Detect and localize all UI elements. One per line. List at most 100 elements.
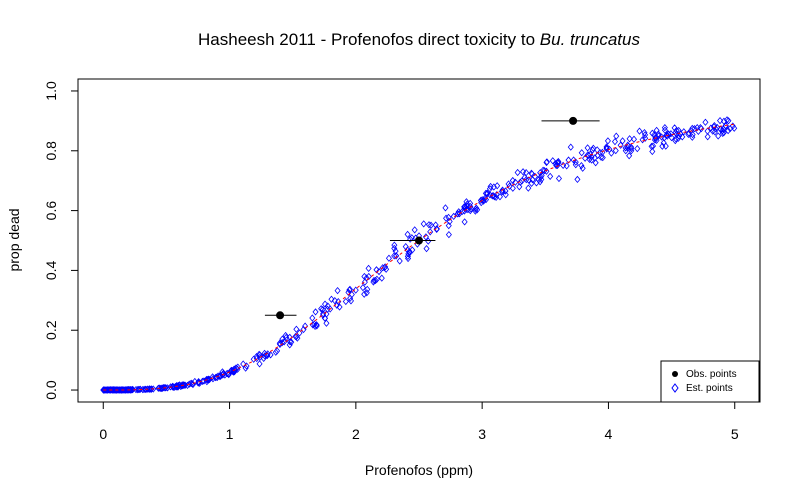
est-point bbox=[528, 169, 535, 177]
y-axis: 0.0 0.2 0.4 0.6 0.8 1.0 bbox=[43, 81, 79, 400]
est-point bbox=[276, 340, 283, 348]
est-point bbox=[720, 125, 727, 133]
est-point bbox=[604, 137, 611, 145]
est-point bbox=[404, 252, 411, 260]
est-point bbox=[264, 350, 271, 358]
est-point bbox=[335, 297, 342, 306]
x-tick-label: 0 bbox=[99, 426, 107, 442]
est-point bbox=[209, 375, 216, 383]
est-point bbox=[673, 126, 680, 135]
est-point bbox=[543, 167, 550, 175]
est-point bbox=[717, 125, 724, 133]
est-point bbox=[124, 386, 131, 394]
est-point bbox=[312, 308, 319, 316]
y-tick-label: 0.6 bbox=[43, 201, 59, 221]
est-point bbox=[477, 196, 484, 204]
est-point bbox=[300, 325, 307, 334]
est-point bbox=[712, 125, 719, 133]
est-point bbox=[167, 383, 174, 391]
est-point bbox=[319, 305, 326, 314]
est-point bbox=[472, 205, 479, 213]
est-point bbox=[141, 385, 148, 394]
est-point bbox=[479, 196, 486, 204]
est-point bbox=[662, 142, 669, 150]
est-point bbox=[240, 360, 247, 368]
est-point bbox=[563, 162, 570, 170]
est-point bbox=[636, 127, 643, 135]
est-point bbox=[288, 338, 295, 346]
est-point bbox=[676, 132, 683, 140]
est-point bbox=[622, 147, 629, 155]
y-tick-label: 0.8 bbox=[43, 141, 59, 161]
est-point bbox=[281, 338, 288, 346]
est-point bbox=[486, 185, 493, 193]
est-point bbox=[543, 158, 550, 167]
est-point bbox=[685, 130, 692, 138]
est-points-series bbox=[100, 116, 738, 394]
est-point bbox=[406, 247, 413, 256]
est-point bbox=[612, 146, 619, 155]
est-point bbox=[204, 376, 211, 384]
est-point bbox=[709, 127, 716, 135]
est-point bbox=[385, 254, 392, 262]
est-point bbox=[537, 178, 544, 186]
est-point bbox=[347, 294, 354, 302]
est-point bbox=[282, 331, 289, 340]
est-point bbox=[311, 320, 318, 328]
est-point bbox=[157, 384, 164, 393]
est-point bbox=[378, 274, 385, 282]
est-point bbox=[567, 143, 574, 151]
est-point bbox=[655, 132, 662, 140]
est-point bbox=[514, 168, 521, 177]
est-point bbox=[361, 290, 368, 298]
est-point bbox=[215, 372, 222, 380]
est-point bbox=[578, 149, 585, 157]
est-point bbox=[127, 386, 134, 394]
est-point bbox=[364, 285, 371, 293]
est-point bbox=[715, 132, 722, 140]
est-point bbox=[467, 199, 474, 207]
est-point bbox=[711, 122, 718, 130]
est-point bbox=[267, 351, 274, 359]
est-point bbox=[649, 147, 656, 156]
est-point bbox=[506, 182, 513, 190]
est-point bbox=[107, 386, 114, 394]
est-point bbox=[293, 325, 300, 333]
est-point bbox=[411, 226, 418, 234]
est-point bbox=[598, 153, 605, 161]
est-point bbox=[725, 127, 732, 135]
est-point bbox=[702, 118, 709, 126]
est-point bbox=[250, 355, 257, 363]
est-point bbox=[272, 348, 279, 356]
est-point bbox=[276, 339, 283, 347]
est-point bbox=[391, 252, 398, 260]
est-point bbox=[494, 182, 501, 190]
est-point bbox=[549, 157, 556, 165]
est-point bbox=[624, 143, 631, 152]
est-point bbox=[489, 192, 496, 200]
est-point bbox=[109, 386, 116, 394]
est-point bbox=[392, 247, 399, 255]
est-point bbox=[342, 297, 349, 306]
est-point bbox=[653, 126, 660, 135]
est-point bbox=[461, 218, 468, 226]
est-point bbox=[373, 275, 380, 283]
est-point bbox=[225, 370, 232, 379]
est-point bbox=[182, 381, 189, 389]
est-point bbox=[547, 172, 554, 181]
est-point bbox=[651, 136, 658, 144]
est-point bbox=[472, 207, 479, 215]
est-point bbox=[490, 192, 497, 200]
est-point bbox=[653, 133, 660, 142]
est-point bbox=[664, 132, 671, 140]
est-point bbox=[628, 147, 635, 155]
est-point bbox=[428, 221, 435, 229]
est-point bbox=[579, 164, 586, 172]
est-point bbox=[493, 191, 500, 199]
est-point bbox=[365, 264, 372, 272]
est-point bbox=[334, 287, 341, 295]
est-point bbox=[396, 257, 403, 265]
est-point bbox=[720, 129, 727, 137]
legend-est-marker bbox=[671, 383, 679, 393]
